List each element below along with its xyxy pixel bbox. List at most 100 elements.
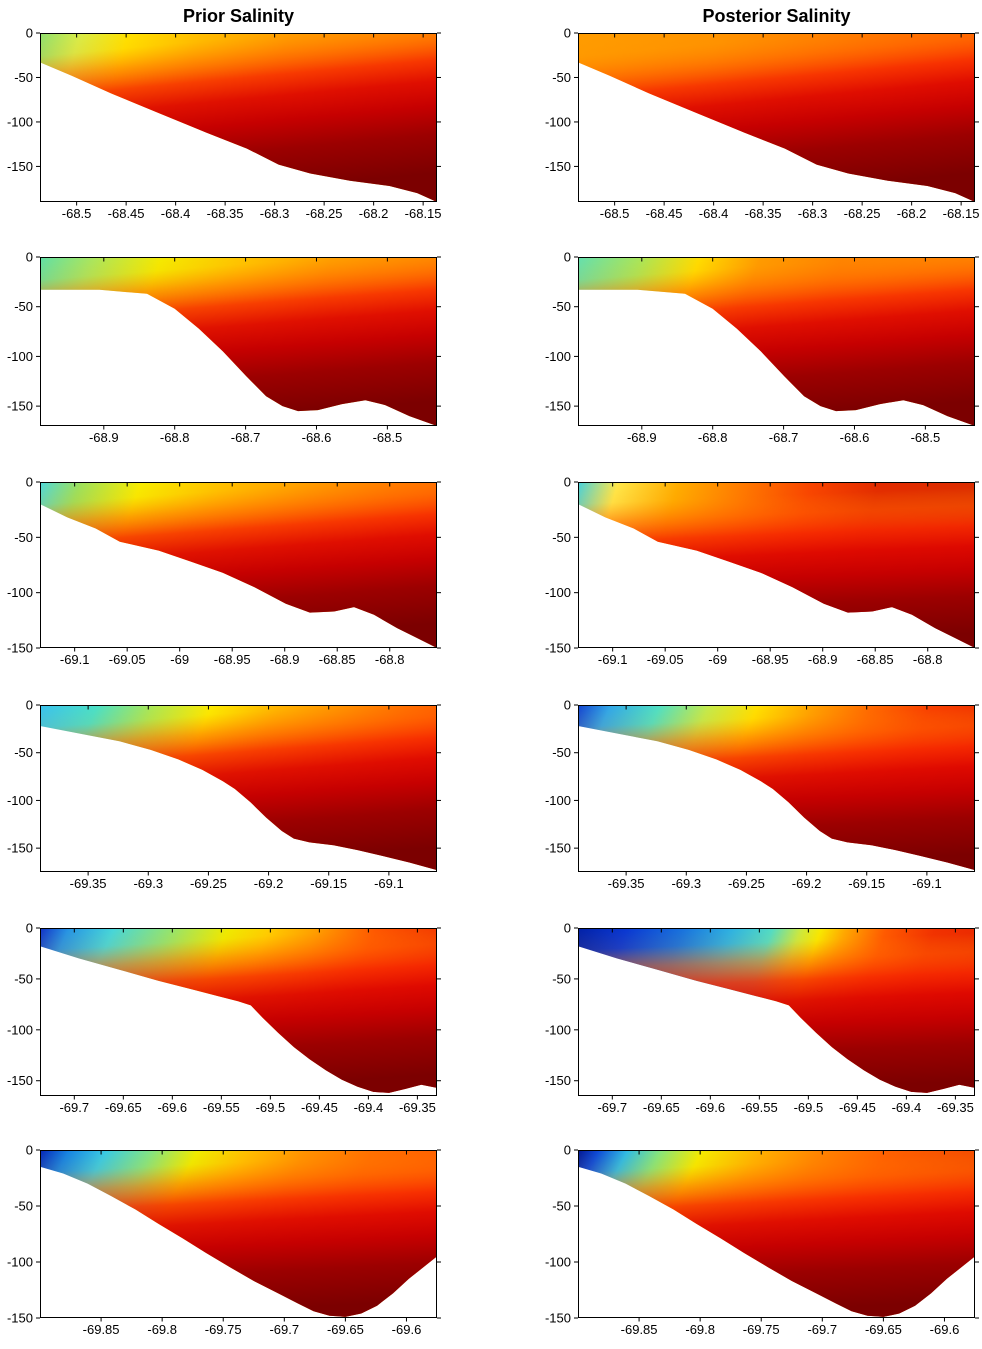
x-tick-label: -69.3 [133, 876, 163, 891]
x-tick-label: -68.2 [359, 206, 389, 221]
panel-prior-row4: -69.35 -69.3 -69.25 -69.2 -69.15 -69.1 0 -50 -10… [7, 698, 441, 891]
x-tick-label: -69.6 [930, 1322, 960, 1337]
x-tick-label: -69.7 [269, 1322, 299, 1337]
y-tick-label: -50 [552, 745, 571, 760]
y-tick-label: -150 [545, 841, 571, 856]
x-tick-label: -68.4 [161, 206, 191, 221]
panel-prior-row6: -69.85 -69.8 -69.75 -69.7 -69.65 -69.6 0 -50 -10… [7, 1143, 441, 1337]
x-tick-label: -69.35 [399, 1100, 436, 1115]
depth-gradient-fill [578, 257, 975, 426]
y-tick-label: -100 [545, 793, 571, 808]
depth-gradient-fill [578, 705, 975, 871]
y-tick-label: -50 [14, 1199, 33, 1214]
column-title-prior: Prior Salinity [182, 6, 295, 26]
x-tick-label: -68.2 [897, 206, 927, 221]
y-tick-label: -100 [7, 1022, 33, 1037]
depth-gradient-fill [578, 482, 975, 648]
depth-gradient-fill [40, 928, 437, 1093]
x-tick-label: -69 [708, 652, 727, 667]
x-tick-label: -68.45 [108, 206, 145, 221]
x-tick-label: -69.1 [374, 876, 404, 891]
x-tick-label: -68.9 [808, 652, 838, 667]
panel-prior-row2: -68.9 -68.8 -68.7 -68.6 -68.5 0 -50 -100 -150 [7, 250, 441, 445]
y-tick-label: -50 [14, 971, 33, 986]
x-tick-label: -69.45 [301, 1100, 338, 1115]
x-tick-label: -69.6 [157, 1100, 187, 1115]
y-tick-label: 0 [26, 26, 33, 41]
panel-prior-row5: -69.7 -69.65 -69.6 -69.55 -69.5 -69.45 -69.4 -6… [7, 921, 441, 1115]
x-tick-label: -68.5 [911, 430, 941, 445]
x-tick-label: -68.6 [840, 430, 870, 445]
depth-gradient-fill [578, 33, 975, 202]
y-tick-label: 0 [564, 250, 571, 265]
y-tick-label: 0 [26, 698, 33, 713]
x-tick-label: -69.5 [794, 1100, 824, 1115]
x-tick-label: -69.4 [892, 1100, 922, 1115]
y-tick-label: 0 [564, 921, 571, 936]
x-tick-label: -68.8 [698, 430, 728, 445]
x-tick-label: -69.8 [685, 1322, 715, 1337]
y-tick-label: -100 [7, 1255, 33, 1270]
depth-gradient-fill [578, 1150, 975, 1317]
section-svg: -69.85 -69.8 -69.75 -69.7 -69.65 -69.6 0 -50 -10… [545, 1143, 979, 1337]
section-svg: -69.1 -69.05 -69 -68.95 -68.9 -68.85 -68.8 0 -50… [7, 475, 441, 667]
x-tick-label: -68.6 [302, 430, 332, 445]
y-tick-label: -50 [552, 1199, 571, 1214]
y-tick-label: -100 [7, 349, 33, 364]
y-tick-label: -50 [552, 299, 571, 314]
y-tick-label: -150 [7, 841, 33, 856]
x-tick-label: -68.8 [913, 652, 943, 667]
section-svg: -69.1 -69.05 -69 -68.95 -68.9 -68.85 -68.8 0 -50… [545, 475, 979, 667]
x-tick-label: -69.15 [310, 876, 347, 891]
y-tick-label: -50 [14, 299, 33, 314]
x-tick-label: -68.85 [319, 652, 356, 667]
panel-posterior-row5: -69.7 -69.65 -69.6 -69.55 -69.5 -69.45 -69.4 -6… [545, 921, 979, 1115]
x-tick-label: -69.35 [937, 1100, 974, 1115]
x-tick-label: -69.6 [695, 1100, 725, 1115]
y-tick-label: 0 [26, 921, 33, 936]
x-tick-label: -68.9 [627, 430, 657, 445]
y-tick-label: 0 [564, 698, 571, 713]
depth-gradient-fill [578, 928, 975, 1093]
x-tick-label: -68.45 [646, 206, 683, 221]
y-tick-label: 0 [564, 1143, 571, 1158]
panel-prior-row3: -69.1 -69.05 -69 -68.95 -68.9 -68.85 -68.8 0 -50… [7, 475, 441, 667]
y-tick-label: 0 [26, 475, 33, 490]
x-tick-label: -69.55 [741, 1100, 778, 1115]
y-tick-label: -150 [7, 399, 33, 414]
panel-posterior-row4: -69.35 -69.3 -69.25 -69.2 -69.15 -69.1 0 -50 -10… [545, 698, 979, 891]
x-tick-label: -69.05 [109, 652, 146, 667]
x-tick-label: -68.5 [373, 430, 403, 445]
y-tick-label: -150 [7, 159, 33, 174]
x-tick-label: -69.35 [608, 876, 645, 891]
x-tick-label: -68.7 [769, 430, 799, 445]
x-tick-label: -68.35 [745, 206, 782, 221]
section-svg: -69.35 -69.3 -69.25 -69.2 -69.15 -69.1 0 -50 -10… [7, 698, 441, 891]
depth-gradient-fill [40, 257, 437, 426]
x-tick-label: -69.35 [70, 876, 107, 891]
y-tick-label: -150 [545, 1073, 571, 1088]
y-tick-label: -150 [545, 159, 571, 174]
section-svg: -69.7 -69.65 -69.6 -69.55 -69.5 -69.45 -69.4 -6… [7, 921, 441, 1115]
x-tick-label: -69.65 [643, 1100, 680, 1115]
section-svg: -68.9 -68.8 -68.7 -68.6 -68.5 0 -50 -100 -150 [545, 250, 979, 445]
y-tick-label: -150 [7, 1073, 33, 1088]
column-title-posterior: Posterior Salinity [702, 6, 851, 26]
x-tick-label: -69.85 [621, 1322, 658, 1337]
x-tick-label: -69.65 [327, 1322, 364, 1337]
y-tick-label: 0 [564, 26, 571, 41]
x-tick-label: -69.25 [728, 876, 765, 891]
section-svg: -69.35 -69.3 -69.25 -69.2 -69.15 -69.1 0 -50 -10… [545, 698, 979, 891]
y-tick-label: -50 [14, 530, 33, 545]
y-tick-label: -100 [7, 793, 33, 808]
y-tick-label: -100 [545, 114, 571, 129]
x-tick-label: -69 [170, 652, 189, 667]
x-tick-label: -68.8 [375, 652, 405, 667]
y-tick-label: -100 [545, 349, 571, 364]
x-tick-label: -68.95 [214, 652, 251, 667]
x-tick-label: -69.2 [792, 876, 822, 891]
x-tick-label: -68.25 [844, 206, 881, 221]
y-tick-label: -100 [7, 114, 33, 129]
panel-posterior-row3: -69.1 -69.05 -69 -68.95 -68.9 -68.85 -68.8 0 -50… [545, 475, 979, 667]
